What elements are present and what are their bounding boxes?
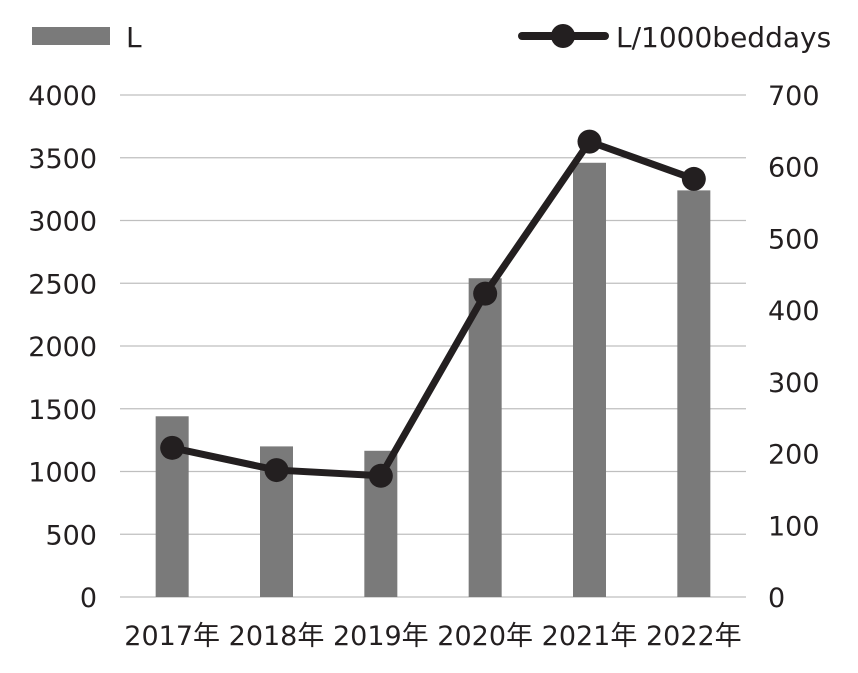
x-tick-label: 2022年	[646, 621, 742, 652]
right-tick-label: 400	[768, 296, 820, 327]
legend-line-marker	[551, 24, 575, 48]
line-point	[473, 281, 498, 306]
line-point	[681, 166, 706, 191]
left-tick-label: 4000	[28, 81, 97, 112]
line-point	[160, 435, 185, 460]
left-tick-label: 1500	[28, 395, 97, 426]
left-tick-label: 500	[45, 520, 97, 551]
line-series	[160, 129, 706, 488]
x-tick-label: 2020年	[437, 621, 533, 652]
bar	[677, 190, 711, 597]
legend: L L/1000beddays	[32, 21, 831, 54]
right-tick-label: 0	[768, 583, 785, 614]
right-tick-label: 300	[768, 368, 820, 399]
x-tick-label: 2017年	[124, 621, 220, 652]
right-axis-ticks: 0 100 200 300 400 500 600 700	[768, 81, 820, 614]
legend-bar-label: L	[126, 21, 142, 54]
series-line	[168, 138, 698, 480]
right-tick-label: 500	[768, 224, 820, 255]
bar	[468, 278, 502, 597]
right-tick-label: 100	[768, 511, 820, 542]
bar	[573, 162, 606, 597]
right-tick-label: 200	[768, 440, 820, 471]
legend-bar-swatch	[32, 27, 110, 45]
left-tick-label: 3500	[28, 144, 97, 175]
left-tick-label: 2000	[28, 332, 97, 363]
left-axis-ticks: 0 500 1000 1500 2000 2500 3000 3500 4000	[28, 81, 97, 614]
line-point	[368, 463, 393, 488]
left-tick-label: 1000	[28, 458, 97, 489]
x-tick-label: 2019年	[333, 621, 429, 652]
x-axis-ticks: 2017年 2018年 2019年 2020年 2021年 2022年	[124, 621, 741, 652]
x-tick-label: 2018年	[229, 621, 325, 652]
x-tick-label: 2021年	[542, 621, 638, 652]
right-tick-label: 700	[768, 81, 820, 112]
right-tick-label: 600	[768, 153, 820, 184]
gridlines	[120, 94, 746, 598]
legend-line-label: L/1000beddays	[616, 21, 831, 54]
left-tick-label: 3000	[28, 207, 97, 238]
line-point	[264, 458, 289, 483]
line-point	[577, 129, 602, 154]
left-tick-label: 2500	[28, 269, 97, 300]
left-tick-label: 0	[80, 583, 97, 614]
